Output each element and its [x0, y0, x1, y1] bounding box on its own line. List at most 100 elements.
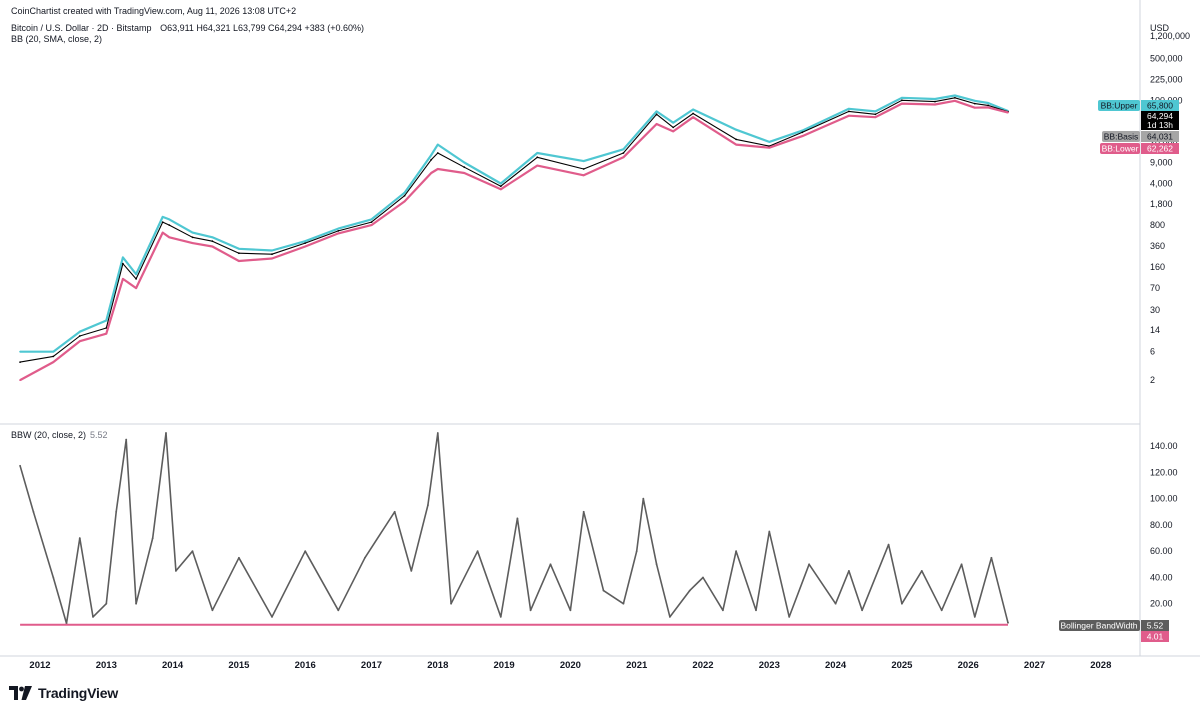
bbw-point: [1007, 621, 1009, 624]
bb-lower-line-point: [19, 379, 21, 381]
bbw-point: [848, 570, 850, 572]
bb-lower-line-point: [987, 106, 989, 109]
bb-upper-line-point: [161, 216, 164, 218]
price-line-point: [973, 102, 976, 105]
time-axis[interactable]: 2012 2013 2014 2015 2016 2017 2018 2019 2020 2021…: [29, 660, 1111, 671]
bbw-indicator-legend[interactable]: BBW (20, close, 2) 5.52: [11, 430, 108, 440]
bb-lower-line-point: [370, 224, 373, 227]
bbw-point: [901, 602, 903, 605]
price-line-point: [934, 100, 936, 103]
axis-tags: BB:Upper 65,800 64,294 1d 13h BB:Basis 6…: [1059, 100, 1179, 642]
price-line-point: [848, 110, 850, 113]
price-line-point: [135, 278, 138, 280]
bbw-point: [337, 609, 340, 612]
price-line-point: [403, 194, 406, 197]
bb-upper-line-point: [191, 231, 194, 234]
bb-upper-line-point: [304, 240, 307, 243]
bb-upper-line-point: [78, 330, 81, 333]
price-pane[interactable]: [19, 94, 1009, 382]
bbw-tick-label: 100.00: [1150, 494, 1178, 504]
price-tick-label: 360: [1150, 241, 1165, 251]
price-tick-label: 9,000: [1150, 158, 1173, 168]
bbw-point: [393, 510, 396, 513]
ohlc-values: O63,911 H64,321 L63,799 C64,294 +383 (+0…: [160, 23, 365, 33]
bb-lower-line-point: [238, 260, 240, 262]
price-line-point: [655, 113, 658, 116]
bb-lower-line-point: [768, 146, 771, 149]
bbw-point: [702, 576, 704, 579]
bbw-pane[interactable]: [19, 432, 1009, 626]
bb-upper-line-point: [672, 121, 675, 124]
year-tick-label: 2020: [560, 660, 581, 671]
bbw-tag: [1059, 620, 1140, 631]
year-tick-label: 2024: [825, 660, 847, 671]
bb-indicator-legend[interactable]: BB (20, SMA, close, 2): [11, 34, 103, 44]
bb-upper-line-point: [211, 236, 214, 239]
bb-upper-line-point: [52, 350, 55, 353]
bb-lower-tag-label: BB:Lower: [1102, 144, 1139, 154]
bb-lower-line-point: [436, 168, 439, 170]
bb-lower-line-point: [211, 245, 214, 248]
bbw-point: [990, 556, 993, 559]
bbw-point: [19, 464, 21, 467]
bb-lower-line-point: [735, 143, 737, 146]
price-line-point: [304, 242, 307, 245]
price-line-point: [735, 138, 737, 141]
bbw-point: [92, 616, 94, 618]
bb-upper-line-point: [337, 227, 340, 230]
bb-lower-line-point: [191, 242, 194, 245]
bbw-point: [735, 550, 737, 553]
year-tick-label: 2022: [692, 660, 713, 671]
bb-upper-line-point: [768, 141, 771, 143]
price-line-point: [987, 104, 989, 107]
bb-lower-line-point: [582, 174, 585, 177]
bb-lower-line-point: [105, 332, 108, 335]
bb-lower-line-point: [122, 278, 124, 280]
bb-lower-line-point: [403, 200, 406, 203]
price-line-point: [161, 221, 164, 224]
price-tick-label: 2: [1150, 375, 1155, 385]
bbw-point: [151, 537, 154, 539]
price-line-point: [337, 230, 340, 232]
bbw-point: [602, 589, 605, 592]
bbw-point: [52, 576, 55, 579]
bb-upper-line-point: [135, 273, 138, 276]
bbw-point: [135, 602, 138, 605]
bb-lower-line-point: [337, 232, 340, 235]
bbw-tick-label: 40.00: [1150, 572, 1173, 582]
bbw-point: [476, 550, 479, 553]
bb-upper-line-point: [436, 143, 439, 146]
bbw-point: [940, 609, 943, 612]
bbw-point: [642, 497, 645, 500]
year-tick-label: 2028: [1090, 660, 1111, 671]
tradingview-logo-text: TradingView: [38, 685, 119, 701]
tradingview-logo[interactable]: TradingView: [9, 685, 118, 701]
bb-lower-value: 62,262: [1147, 144, 1173, 154]
bbw-point: [238, 556, 240, 559]
bbw-tick-label: 80.00: [1150, 520, 1173, 530]
bbw-point: [768, 530, 771, 533]
bb-upper-line-point: [499, 182, 502, 185]
bbw-point: [755, 609, 757, 612]
year-tick-label: 2018: [427, 660, 448, 671]
price-line-point: [436, 152, 439, 154]
price-tick-label: 6: [1150, 347, 1155, 357]
bbw-point: [78, 537, 81, 539]
price-tick-label: 70: [1150, 283, 1160, 293]
bbw-tick-label: 120.00: [1150, 467, 1178, 477]
price-tick-label: 1,800: [1150, 199, 1173, 209]
bbw-point: [175, 570, 177, 572]
bb-lower-line-point: [161, 231, 164, 234]
bbw-point: [655, 563, 658, 566]
bbw-point: [669, 616, 671, 618]
symbol-legend[interactable]: Bitcoin / U.S. Dollar · 2D · Bitstamp O6…: [11, 23, 364, 33]
bb-basis-tag: [1102, 131, 1140, 142]
bbw-point: [125, 438, 128, 441]
bb-lower-line-point: [874, 116, 877, 119]
bbw-axis[interactable]: 140.00 120.00 100.00 80.00 60.00 40.00 20.00: [1150, 441, 1178, 609]
bb-upper-line-point: [735, 128, 737, 131]
bbw-point: [788, 616, 791, 618]
bbw-point: [887, 543, 890, 546]
bb-upper-line-point: [582, 160, 585, 163]
